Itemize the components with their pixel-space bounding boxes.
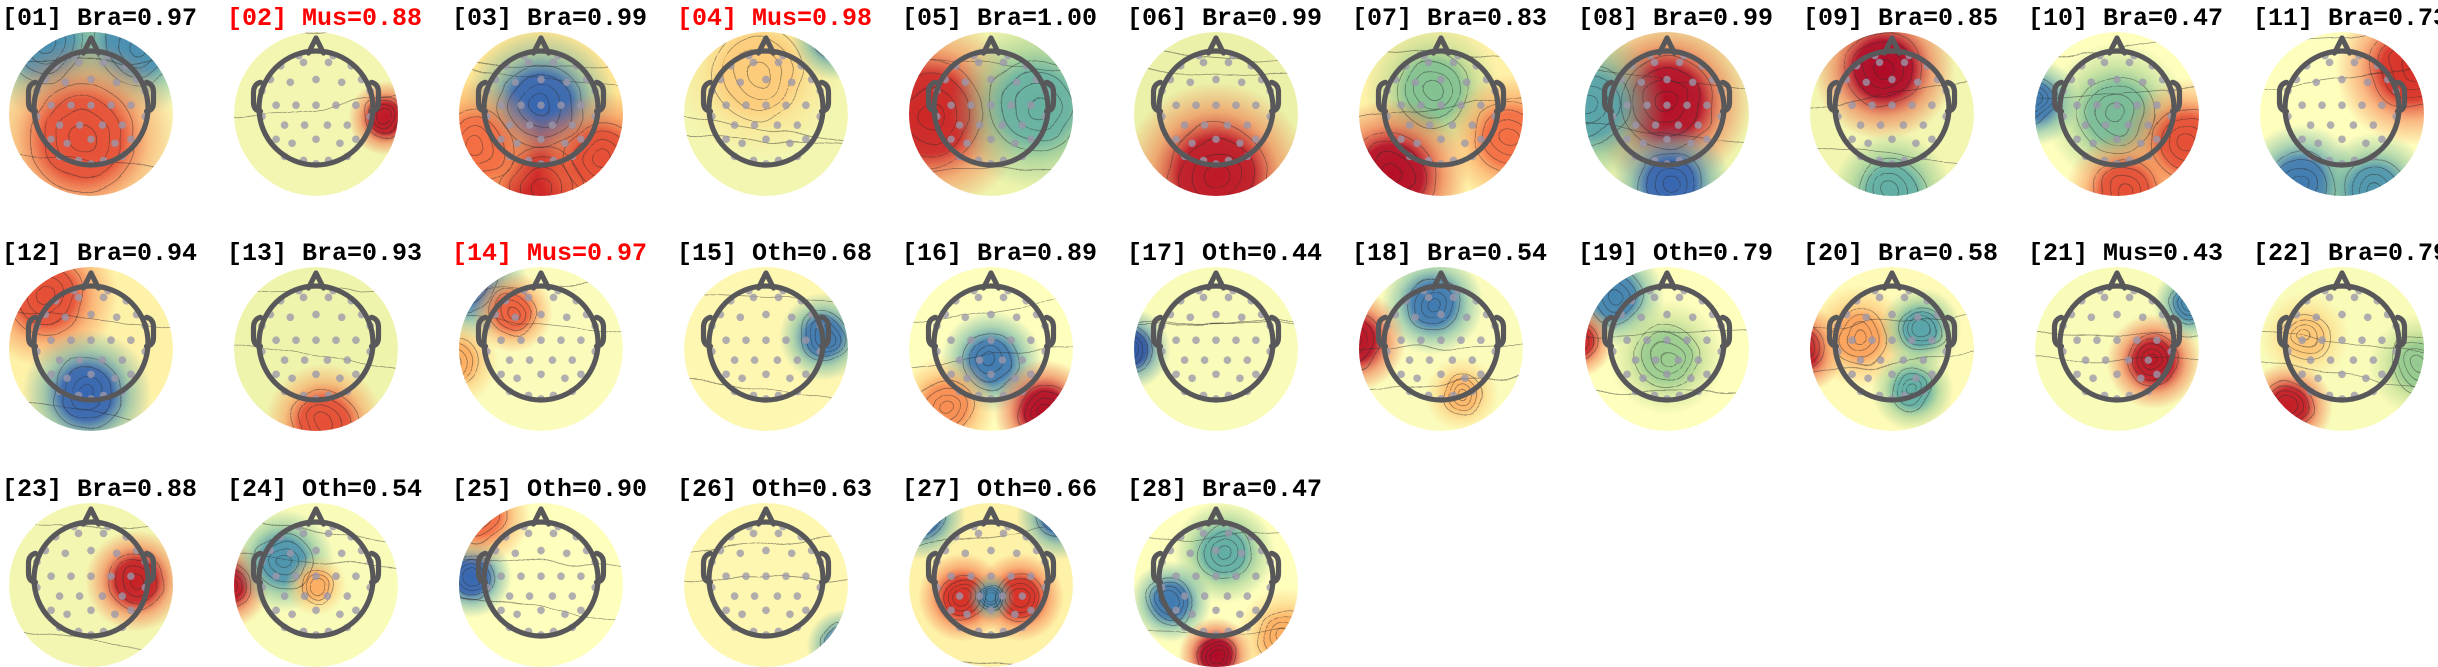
svg-text:[10] Bra=0.47: [10] Bra=0.47 xyxy=(2028,4,2223,33)
svg-text:[27] Oth=0.66: [27] Oth=0.66 xyxy=(902,475,1097,504)
svg-text:[14] Mus=0.97: [14] Mus=0.97 xyxy=(452,239,647,268)
svg-text:[15] Oth=0.68: [15] Oth=0.68 xyxy=(677,239,872,268)
svg-text:[18] Bra=0.54: [18] Bra=0.54 xyxy=(1352,239,1547,268)
svg-text:[22] Bra=0.79: [22] Bra=0.79 xyxy=(2253,239,2438,268)
svg-text:[17] Oth=0.44: [17] Oth=0.44 xyxy=(1127,239,1322,268)
svg-text:[01] Bra=0.97: [01] Bra=0.97 xyxy=(2,4,197,33)
svg-text:[25] Oth=0.90: [25] Oth=0.90 xyxy=(452,475,647,504)
svg-text:[23] Bra=0.88: [23] Bra=0.88 xyxy=(2,475,197,504)
svg-text:[28] Bra=0.47: [28] Bra=0.47 xyxy=(1127,475,1322,504)
svg-text:[24] Oth=0.54: [24] Oth=0.54 xyxy=(227,475,422,504)
svg-text:[08] Bra=0.99: [08] Bra=0.99 xyxy=(1578,4,1773,33)
svg-text:[11] Bra=0.73: [11] Bra=0.73 xyxy=(2253,4,2438,33)
svg-text:[21] Mus=0.43: [21] Mus=0.43 xyxy=(2028,239,2223,268)
svg-text:[20] Bra=0.58: [20] Bra=0.58 xyxy=(1803,239,1998,268)
svg-text:[26] Oth=0.63: [26] Oth=0.63 xyxy=(677,475,872,504)
svg-text:[12] Bra=0.94: [12] Bra=0.94 xyxy=(2,239,197,268)
svg-text:[09] Bra=0.85: [09] Bra=0.85 xyxy=(1803,4,1998,33)
svg-text:[07] Bra=0.83: [07] Bra=0.83 xyxy=(1352,4,1547,33)
svg-text:[16] Bra=0.89: [16] Bra=0.89 xyxy=(902,239,1097,268)
svg-text:[13] Bra=0.93: [13] Bra=0.93 xyxy=(227,239,422,268)
svg-text:[19] Oth=0.79: [19] Oth=0.79 xyxy=(1578,239,1773,268)
svg-text:[05] Bra=1.00: [05] Bra=1.00 xyxy=(902,4,1097,33)
svg-text:[04] Mus=0.98: [04] Mus=0.98 xyxy=(677,4,872,33)
svg-text:[02] Mus=0.88: [02] Mus=0.88 xyxy=(227,4,422,33)
svg-text:[06] Bra=0.99: [06] Bra=0.99 xyxy=(1127,4,1322,33)
svg-text:[03] Bra=0.99: [03] Bra=0.99 xyxy=(452,4,647,33)
